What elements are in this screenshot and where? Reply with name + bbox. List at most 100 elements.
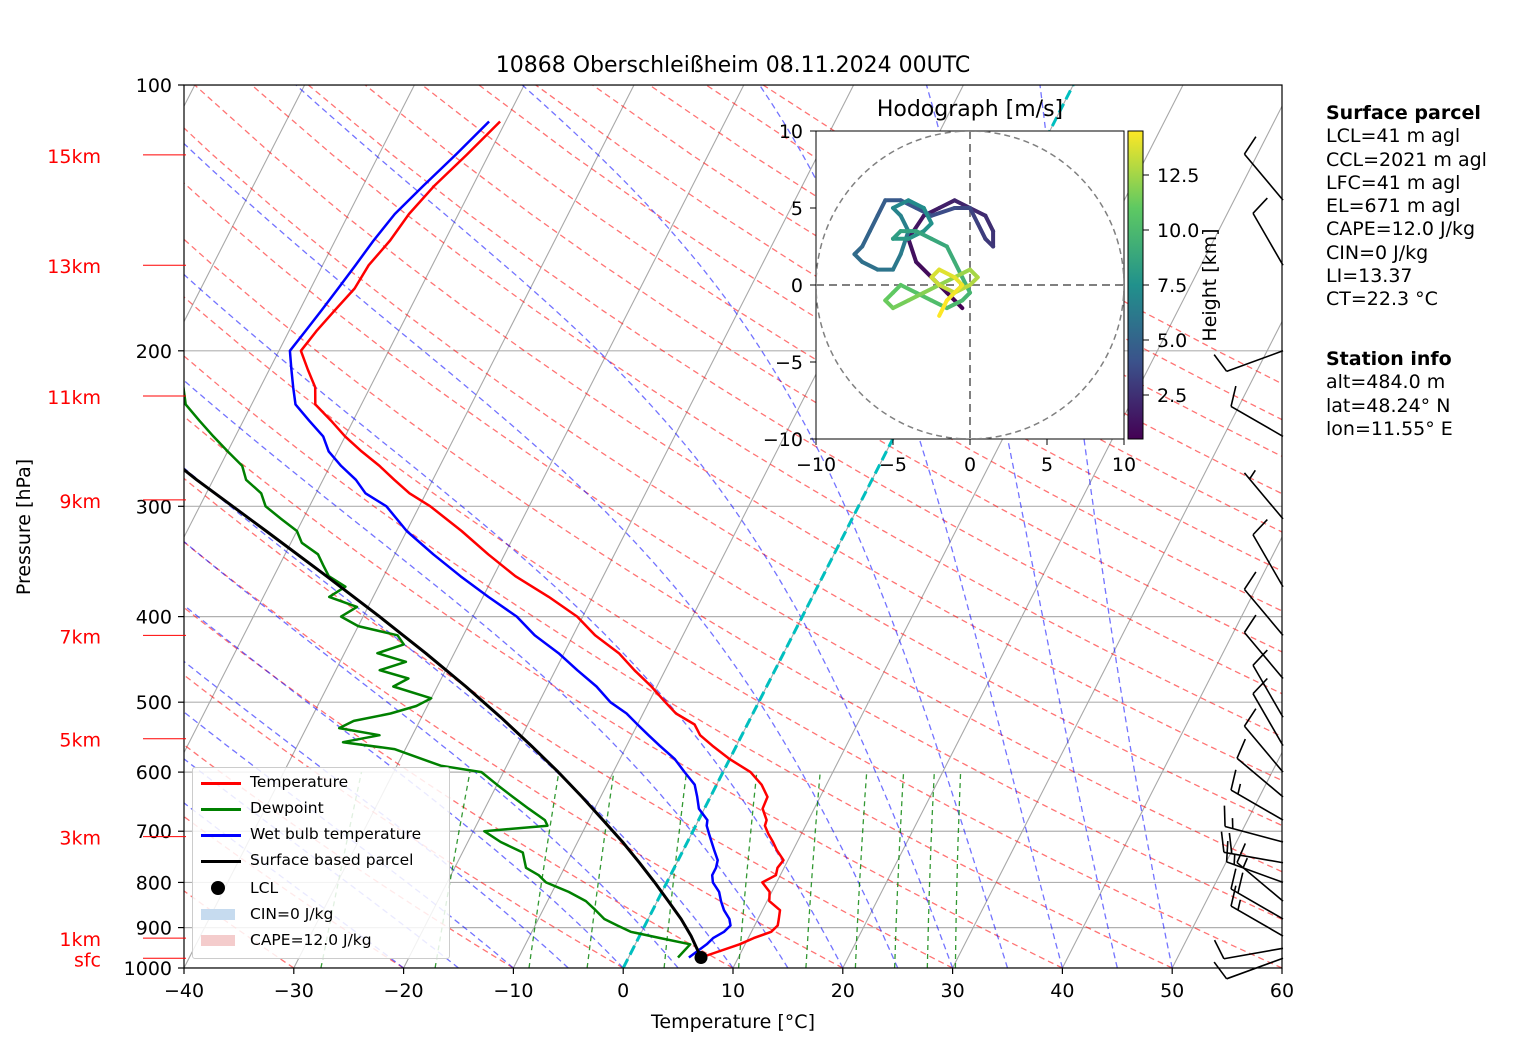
y-tick-label: 700 [136, 821, 172, 843]
legend-wetbulb: Wet bulb temperature [193, 822, 449, 848]
hodograph-segment [867, 213, 880, 234]
mixing-ratio-line [805, 772, 821, 968]
wind-barb-flag [1213, 939, 1225, 960]
wind-barb-shaft [1230, 905, 1284, 937]
wind-barb-flag [1225, 841, 1229, 862]
wind-barb-half [1237, 899, 1242, 911]
isotherm [403, 85, 855, 968]
dry-adiabat [649, 85, 1282, 458]
legend-dewpoint-line [201, 808, 241, 811]
hodograph-segment [921, 206, 934, 226]
hodograph-segment [860, 259, 880, 272]
colorbar-tick-label: 5.0 [1157, 330, 1187, 352]
moist-adiabat [184, 142, 899, 968]
hodograph-segment [898, 283, 919, 295]
mixing-ratio-line [528, 771, 560, 968]
legend-lcl: LCL [193, 876, 449, 902]
hodograph-x-tick-label: 5 [1041, 454, 1053, 476]
wind-barb [1236, 843, 1284, 902]
hodograph-segment [875, 198, 888, 218]
height-label: 5km [59, 730, 101, 752]
isotherm [952, 320, 1282, 968]
x-tick-label: −20 [384, 980, 424, 1002]
dry-adiabat [184, 541, 844, 968]
wind-barb-half [1233, 854, 1236, 865]
legend-lcl-marker [211, 881, 225, 895]
wind-barb-flag [1236, 738, 1247, 759]
station-lon: lon=11.55° E [1326, 417, 1453, 440]
legend-cin-patch [201, 909, 235, 920]
mixing-ratio-line [737, 772, 758, 968]
x-axis-label: Temperature [°C] [650, 1011, 815, 1033]
mixing-ratio-line [434, 771, 471, 968]
chart-title: 10868 Oberschleißheim 08.11.2024 00UTC [496, 53, 971, 78]
x-tick-label: 50 [1160, 980, 1184, 1002]
lcl-value: LCL=41 m agl [1326, 125, 1461, 148]
x-tick-label: −10 [493, 980, 533, 1002]
height-label: 7km [59, 626, 101, 648]
x-tick-label: 0 [617, 980, 629, 1002]
hodograph-segment [937, 298, 949, 318]
wind-barb [1223, 805, 1284, 843]
colorbar-label: Height [km] [1199, 228, 1221, 341]
wind-barb-shaft [1223, 947, 1284, 960]
wind-barb-flag [1236, 843, 1247, 863]
height-label: 9km [59, 491, 101, 513]
wind-barb-flag [1252, 649, 1268, 666]
hodograph-segment [898, 213, 911, 234]
colorbar-tick-label: 2.5 [1157, 385, 1187, 407]
wind-barb-flag [1243, 571, 1257, 590]
hodograph-segment [929, 236, 949, 249]
moist-adiabat [184, 660, 569, 968]
temperature-line [299, 120, 785, 959]
height-label: 13km [47, 256, 101, 278]
colorbar [1127, 130, 1144, 440]
wind-barb-shaft [1243, 725, 1284, 773]
y-tick-label: 200 [136, 341, 172, 363]
wind-barb-flag [1237, 872, 1244, 894]
station-lat: lat=48.24° N [1326, 394, 1451, 417]
moist-adiabat [295, 85, 954, 968]
hodograph-segment [891, 198, 911, 210]
x-axis-ticks: −40 −30 −20 −10 0 10 20 30 40 50 60 [164, 968, 1294, 1002]
legend-cin: CIN=0 J/kg [193, 902, 449, 928]
wind-barb [1243, 614, 1284, 679]
dry-adiabat [184, 415, 1063, 968]
cape-value: CAPE=12.0 J/kg [1326, 218, 1476, 241]
x-tick-label: 20 [831, 980, 855, 1002]
ccl-value: CCL=2021 m agl [1326, 148, 1487, 171]
wind-barb-shaft [1243, 588, 1284, 636]
hodograph-segment [929, 206, 957, 218]
hodograph-segment [906, 236, 919, 264]
wind-barb-flag [1230, 885, 1237, 907]
hodograph-segment [914, 259, 934, 280]
mixing-ratio-line [854, 772, 868, 968]
legend-wetbulb-label: Wet bulb temperature [250, 825, 422, 843]
legend-dewpoint: Dewpoint [193, 796, 449, 822]
wind-barb [1230, 868, 1284, 920]
hodograph-segment [906, 290, 926, 303]
wind-barb-flag [1243, 708, 1257, 727]
legend-wetbulb-line [201, 834, 241, 837]
y-tick-label: 400 [136, 607, 172, 629]
wind-barb [1236, 738, 1284, 798]
isotherm [184, 85, 415, 539]
wind-barbs [1213, 136, 1284, 980]
wind-barb-shaft [1230, 405, 1284, 438]
wind-barb-flag [1252, 197, 1268, 214]
wind-barb [1243, 136, 1284, 201]
legend-temperature-line [201, 782, 241, 785]
height-label: 11km [47, 387, 101, 409]
x-tick-label: −40 [164, 980, 204, 1002]
wind-barb [1213, 939, 1284, 960]
x-tick-label: −30 [274, 980, 314, 1002]
wind-barb-flag [1223, 805, 1226, 827]
isotherm [184, 85, 525, 754]
y-axis-ticks: 100 200 300 400 500 600 700 800 900 1000 [124, 75, 184, 980]
hodograph-x-tick-label: −10 [796, 454, 836, 476]
wind-barb [1243, 469, 1284, 520]
dry-adiabat [184, 127, 1282, 827]
wind-barb-shaft [1243, 153, 1284, 201]
dry-adiabat [194, 85, 1282, 782]
